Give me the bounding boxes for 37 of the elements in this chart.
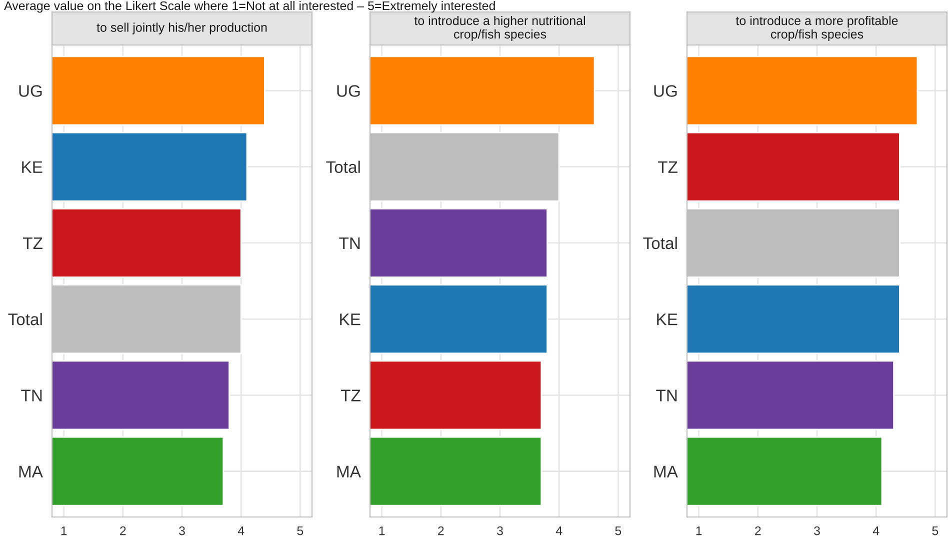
y-tick-label: MA [19,466,43,478]
y-tick-label: Total [8,313,42,326]
x-tick-label: 2 [755,526,761,536]
y-tick-label: Total [326,160,360,174]
chart-title: to introduce a higher nutritional crop/fish species [414,16,585,42]
y-tick-label: TN [21,390,42,402]
x-tick-label: 1 [696,526,702,536]
chart-title: to introduce a more profitable crop/fish species [736,16,898,42]
y-tick-label: TN [656,390,677,402]
x-tick-label: 2 [438,526,444,536]
y-tick-label: KE [340,314,360,326]
x-tick-label: 5 [932,526,938,536]
y-tick-label: UG [19,85,42,97]
x-tick-label: 4 [238,526,244,536]
y-tick-label: UG [337,85,360,97]
x-tick-label: 5 [297,526,304,536]
x-tick-label: 3 [814,526,820,536]
y-tick-label: KE [22,161,42,173]
y-tick-label: Total [643,236,677,250]
x-tick-label: 5 [615,526,622,536]
x-tick-label: 1 [61,526,67,536]
x-tick-label: 4 [556,526,562,536]
y-tick-label: TN [339,238,360,249]
y-tick-label: TZ [340,390,360,402]
x-tick-label: 3 [179,526,185,536]
x-tick-label: 3 [497,526,503,536]
text: Average value on the Likert Scale where 1=Not at all interested – 5=Extremely interested [4,1,495,13]
x-tick-label: 4 [872,526,880,536]
y-tick-label: TZ [658,161,678,173]
x-tick-label: 1 [379,526,385,536]
y-tick-label: TZ [22,238,42,249]
y-tick-label: UG [654,85,677,97]
chart-title: to sell jointly his/her production [96,22,267,34]
x-tick-label: 2 [120,526,126,536]
y-tick-label: KE [657,314,678,326]
y-tick-label: MA [337,466,361,478]
y-tick-label: MA [654,466,678,478]
